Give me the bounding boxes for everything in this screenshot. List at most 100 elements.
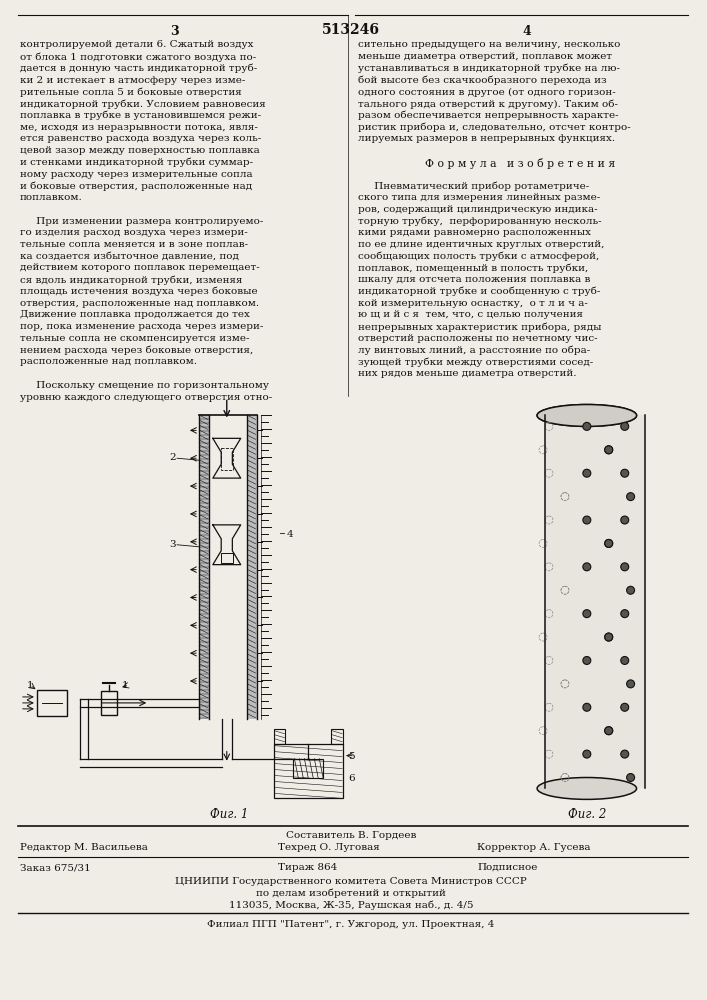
Bar (247, 463, 257, 467)
Bar (199, 523, 209, 527)
Text: отверстий расположены по нечетному чис-: отверстий расположены по нечетному чис- (358, 334, 597, 343)
Bar (247, 698, 257, 702)
Text: 113035, Москва, Ж-35, Раушская наб., д. 4/5: 113035, Москва, Ж-35, Раушская наб., д. … (229, 901, 474, 910)
Bar (199, 491, 209, 495)
Bar (247, 499, 257, 503)
Bar (247, 435, 257, 439)
Text: ному расходу через измерительные сопла: ному расходу через измерительные сопла (20, 170, 252, 179)
Bar (247, 583, 257, 587)
Text: кой измерительную оснастку,  о т л и ч а-: кой измерительную оснастку, о т л и ч а- (358, 299, 588, 308)
Bar (199, 427, 209, 431)
Bar (247, 710, 257, 714)
Text: ка создается избыточное давление, под: ка создается избыточное давление, под (20, 252, 239, 261)
Text: пор, пока изменение расхода через измери-: пор, пока изменение расхода через измери… (20, 322, 263, 331)
Bar (199, 650, 209, 654)
Text: ки 2 и истекает в атмосферу через изме-: ки 2 и истекает в атмосферу через изме- (20, 76, 245, 85)
Bar (199, 587, 209, 591)
Bar (199, 690, 209, 694)
Text: ме, исходя из неразрывности потока, явля-: ме, исходя из неразрывности потока, явля… (20, 123, 258, 132)
Bar (199, 551, 209, 555)
Bar (247, 686, 257, 690)
Text: ского типа для измерения линейных разме-: ского типа для измерения линейных разме- (358, 193, 600, 202)
Bar (247, 650, 257, 654)
Circle shape (583, 516, 591, 524)
Bar (247, 587, 257, 591)
Bar (199, 507, 209, 511)
Bar (199, 622, 209, 626)
Bar (247, 682, 257, 686)
Bar (199, 583, 209, 587)
Bar (247, 642, 257, 646)
Bar (247, 626, 257, 630)
Text: тального ряда отверстий к другому). Таким об-: тального ряда отверстий к другому). Таки… (358, 99, 618, 109)
Circle shape (583, 563, 591, 571)
Bar (247, 519, 257, 523)
Bar (199, 487, 209, 491)
Bar (247, 630, 257, 634)
Bar (247, 555, 257, 559)
Text: Тираж 864: Тираж 864 (279, 863, 338, 872)
Text: лируемых размеров в непрерывных функциях.: лируемых размеров в непрерывных функциях… (358, 134, 615, 143)
Bar (199, 646, 209, 650)
Bar (247, 654, 257, 658)
Bar (331, 729, 343, 744)
Bar (199, 686, 209, 690)
Circle shape (604, 539, 613, 547)
Bar (199, 455, 209, 459)
Bar (199, 674, 209, 678)
Text: тельные сопла не скомпенсируется изме-: тельные сопла не скомпенсируется изме- (20, 334, 250, 343)
Bar (247, 451, 257, 455)
Circle shape (583, 703, 591, 711)
Bar (247, 638, 257, 642)
Bar (199, 642, 209, 646)
Circle shape (604, 633, 613, 641)
Bar (247, 535, 257, 539)
Bar (199, 614, 209, 618)
Bar (247, 483, 257, 487)
Bar (199, 678, 209, 682)
Bar (247, 531, 257, 535)
Text: действием которого поплавок перемещает-: действием которого поплавок перемещает- (20, 263, 259, 272)
Bar (199, 606, 209, 610)
Text: 4: 4 (522, 25, 532, 38)
Bar (199, 594, 209, 598)
Bar (199, 579, 209, 583)
Bar (247, 423, 257, 427)
Bar (247, 690, 257, 694)
Bar (199, 527, 209, 531)
Bar (199, 666, 209, 670)
Bar (199, 571, 209, 575)
Bar (247, 666, 257, 670)
Bar (247, 507, 257, 511)
Circle shape (626, 493, 635, 501)
Text: непрерывных характеристик прибора, ряды: непрерывных характеристик прибора, ряды (358, 322, 602, 332)
Bar (247, 539, 257, 543)
Bar (247, 419, 257, 423)
Bar (199, 682, 209, 686)
Circle shape (621, 656, 629, 664)
Bar (199, 626, 209, 630)
Bar (247, 670, 257, 674)
Text: Заказ 675/31: Заказ 675/31 (20, 863, 90, 872)
Text: сообщающих полость трубки с атмосферой,: сообщающих полость трубки с атмосферой, (358, 252, 600, 261)
Bar (199, 447, 209, 451)
Text: лу винтовых линий, а расстояние по обра-: лу винтовых линий, а расстояние по обра- (358, 346, 590, 355)
Bar (247, 610, 257, 614)
Bar (199, 658, 209, 662)
Bar (247, 567, 257, 571)
Bar (199, 670, 209, 674)
Bar (199, 423, 209, 427)
Text: тельные сопла меняется и в зоне поплав-: тельные сопла меняется и в зоне поплав- (20, 240, 248, 249)
Bar (247, 662, 257, 666)
Text: го изделия расход воздуха через измери-: го изделия расход воздуха через измери- (20, 228, 247, 237)
Text: Движение поплавка продолжается до тех: Движение поплавка продолжается до тех (20, 310, 250, 319)
Text: ЦНИИПИ Государственного комитета Совета Министров СССР: ЦНИИПИ Государственного комитета Совета … (175, 877, 527, 886)
Bar (247, 447, 257, 451)
Bar (274, 729, 286, 744)
Circle shape (621, 750, 629, 758)
Bar (199, 511, 209, 515)
Bar (247, 515, 257, 519)
Bar (199, 539, 209, 543)
Text: ся вдоль индикаторной трубки, изменяя: ся вдоль индикаторной трубки, изменяя (20, 275, 243, 285)
Bar (199, 435, 209, 439)
